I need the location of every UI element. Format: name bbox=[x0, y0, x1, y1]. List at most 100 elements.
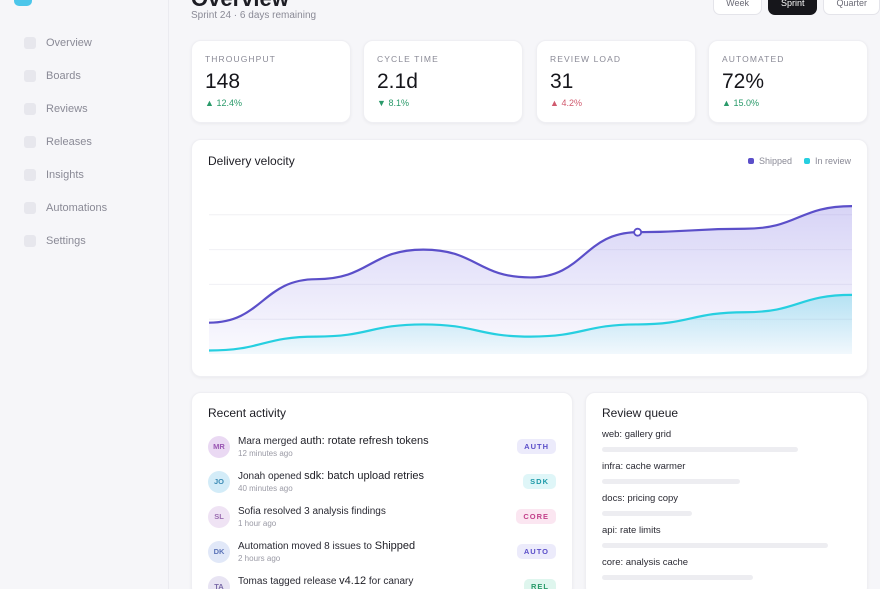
avatar: JO bbox=[208, 470, 230, 493]
activity-text: Jonah opened sdk: batch upload retries bbox=[238, 470, 425, 482]
kpi-delta: ▲ 4.2% bbox=[550, 98, 582, 108]
legend-swatch bbox=[803, 158, 810, 164]
data-point-marker[interactable] bbox=[633, 227, 643, 237]
range-button-quarter[interactable]: Quarter bbox=[823, 0, 880, 15]
kpi-label: THROUGHPUT bbox=[205, 54, 276, 64]
settings-icon bbox=[24, 235, 36, 247]
kpi-label: REVIEW LOAD bbox=[550, 54, 622, 64]
chart-title: Delivery velocity bbox=[208, 154, 295, 168]
activity-row[interactable]: JO Jonah opened sdk: batch upload retries… bbox=[208, 464, 556, 499]
sidebar-item-automations[interactable]: Automations bbox=[14, 193, 155, 223]
activity-tag: REL bbox=[524, 579, 556, 589]
kpi-delta: ▼ 8.1% bbox=[377, 98, 409, 108]
series-area-in-review bbox=[209, 294, 852, 354]
activity-body: Automation moved 8 issues to Shipped 2 ho… bbox=[238, 540, 517, 563]
legend-item-in-review[interactable]: In review bbox=[803, 156, 851, 166]
series-area-shipped bbox=[209, 206, 852, 354]
activity-row[interactable]: TA Tomas tagged release v4.12 for canary3… bbox=[208, 569, 556, 589]
sidebar-item-label: Boards bbox=[46, 70, 81, 82]
kpi-delta: ▲ 15.0% bbox=[722, 98, 759, 108]
overview-icon bbox=[24, 37, 36, 49]
activity-text: Tomas tagged release v4.12 for canary bbox=[238, 575, 414, 587]
kpi-label: CYCLE TIME bbox=[377, 54, 439, 64]
sidebar-item-label: Reviews bbox=[46, 103, 88, 115]
trend-up-icon: ▲ bbox=[550, 98, 559, 108]
kpi-value: 2.1d bbox=[377, 70, 418, 93]
section-title: Review queue bbox=[602, 406, 679, 420]
kpi-value: 72% bbox=[722, 70, 765, 93]
queue-item-progress bbox=[602, 543, 828, 548]
sidebar-item-insights[interactable]: Insights bbox=[14, 160, 155, 190]
sidebar-item-releases[interactable]: Releases bbox=[14, 127, 155, 157]
velocity-chart bbox=[208, 205, 853, 354]
insights-icon bbox=[24, 169, 36, 181]
kpi-card-throughput: THROUGHPUT 148 ▲ 12.4% bbox=[191, 40, 351, 123]
sidebar-item-reviews[interactable]: Reviews bbox=[14, 94, 155, 124]
series-line-in-review[interactable] bbox=[208, 293, 853, 352]
activity-text: Sofia resolved 3 analysis findings bbox=[238, 506, 386, 517]
activity-tag: AUTO bbox=[516, 544, 556, 559]
activity-row[interactable]: MR Mara merged auth: rotate refresh token… bbox=[208, 429, 556, 464]
activity-tag: AUTH bbox=[517, 439, 556, 454]
sidebar-item-settings[interactable]: Settings bbox=[14, 226, 155, 256]
page-title: Overview bbox=[191, 0, 289, 12]
queue-item-progress bbox=[602, 511, 692, 516]
sidebar-item-label: Releases bbox=[46, 136, 92, 148]
queue-list: web: gallery grid infra: cache warmer docs… bbox=[602, 429, 851, 589]
kpi-card-automated: AUTOMATED 72% ▲ 15.0% bbox=[708, 40, 868, 123]
range-button-week[interactable]: Week bbox=[713, 0, 762, 15]
sidebar-item-label: Insights bbox=[46, 169, 84, 181]
legend-swatch bbox=[747, 158, 754, 164]
kpi-delta: ▲ 12.4% bbox=[205, 98, 242, 108]
trend-up-icon: ▲ bbox=[722, 98, 731, 108]
activity-time: 2 hours ago bbox=[238, 554, 281, 563]
queue-item[interactable]: docs: pricing copy bbox=[602, 493, 851, 525]
recent-activity-card: Recent activity MR Mara merged auth: rota… bbox=[191, 392, 573, 589]
releases-icon bbox=[24, 136, 36, 148]
activity-row[interactable]: DK Automation moved 8 issues to Shipped 2 … bbox=[208, 534, 556, 569]
legend-item-shipped[interactable]: Shipped bbox=[747, 156, 792, 166]
kpi-label: AUTOMATED bbox=[722, 54, 785, 64]
activity-body: Tomas tagged release v4.12 for canary3 h… bbox=[238, 575, 524, 589]
sidebar-item-label: Automations bbox=[46, 202, 108, 214]
avatar: SL bbox=[208, 505, 230, 528]
queue-item-label: api: rate limits bbox=[602, 525, 661, 536]
kpi-value: 31 bbox=[550, 70, 574, 93]
avatar: TA bbox=[208, 575, 230, 589]
sidebar-item-boards[interactable]: Boards bbox=[14, 61, 155, 91]
queue-item[interactable]: infra: cache warmer bbox=[602, 461, 851, 493]
queue-item-label: infra: cache warmer bbox=[602, 461, 686, 472]
boards-icon bbox=[24, 70, 36, 82]
page-subtitle: Sprint 24 · 6 days remaining bbox=[191, 10, 317, 21]
activity-tag: CORE bbox=[516, 509, 556, 524]
activity-list: MR Mara merged auth: rotate refresh token… bbox=[208, 429, 556, 589]
activity-body: Mara merged auth: rotate refresh tokens 1… bbox=[238, 435, 517, 458]
range-switcher: Week Sprint Quarter bbox=[713, 0, 880, 15]
automations-icon bbox=[24, 202, 36, 214]
section-title: Recent activity bbox=[208, 406, 287, 420]
series-line-shipped[interactable] bbox=[208, 205, 853, 324]
queue-item[interactable]: core: analysis cache bbox=[602, 557, 851, 589]
review-queue-card: Review queue web: gallery grid infra: cac… bbox=[585, 392, 868, 589]
activity-row[interactable]: SL Sofia resolved 3 analysis findings 1 ho… bbox=[208, 499, 556, 534]
range-button-sprint[interactable]: Sprint bbox=[767, 0, 818, 15]
trend-down-icon: ▼ bbox=[377, 98, 386, 108]
activity-body: Jonah opened sdk: batch upload retries 40… bbox=[238, 470, 523, 493]
kpi-value: 148 bbox=[205, 70, 241, 93]
velocity-chart-card: Delivery velocity Shipped In review bbox=[191, 139, 868, 377]
queue-item-label: web: gallery grid bbox=[602, 429, 672, 440]
trend-up-icon: ▲ bbox=[205, 98, 214, 108]
activity-text: Mara merged auth: rotate refresh tokens bbox=[238, 435, 429, 447]
queue-item[interactable]: web: gallery grid bbox=[602, 429, 851, 461]
activity-time: 1 hour ago bbox=[238, 519, 277, 528]
queue-item-progress bbox=[602, 447, 798, 452]
reviews-icon bbox=[24, 103, 36, 115]
sidebar-item-label: Settings bbox=[46, 235, 86, 247]
activity-tag: SDK bbox=[523, 474, 556, 489]
queue-item-label: docs: pricing copy bbox=[602, 493, 679, 504]
kpi-card-cycle-time: CYCLE TIME 2.1d ▼ 8.1% bbox=[363, 40, 523, 123]
sidebar-item-overview[interactable]: Overview bbox=[14, 28, 155, 58]
sidebar: Overview Boards Reviews Releases Insight… bbox=[0, 0, 169, 589]
chart-legend: Shipped In review bbox=[747, 156, 851, 166]
queue-item[interactable]: api: rate limits bbox=[602, 525, 851, 557]
